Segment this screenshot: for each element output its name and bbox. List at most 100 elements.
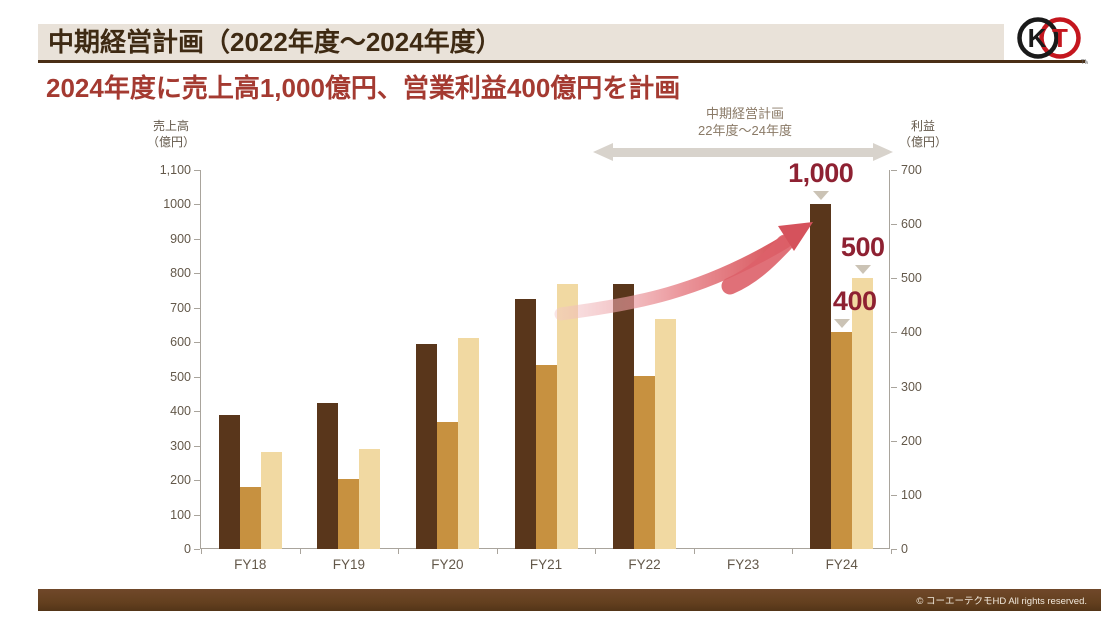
x-axis-tickmark [398, 549, 400, 554]
right-axis-tickmark [891, 278, 897, 280]
right-axis-tickmark [891, 386, 897, 388]
x-axis-label-fy19: FY19 [332, 557, 365, 572]
bar-ordinary-profit-fy22 [655, 318, 677, 549]
right-axis-tickmark [891, 549, 897, 550]
logo-letter-t: T [1052, 23, 1068, 53]
left-axis-tickmark [194, 307, 200, 309]
bar-ordinary-profit-fy18 [260, 451, 282, 549]
target-value-label: 400 [832, 286, 877, 317]
left-axis-tick-label: 500 [170, 369, 191, 384]
right-axis-tick-label: 300 [901, 379, 922, 394]
x-axis-label-fy23: FY23 [727, 557, 760, 572]
title-band: 中期経営計画（2022年度～2024年度） [38, 24, 1004, 60]
left-axis-tickmark [194, 342, 200, 344]
bar-net-sales-fy21 [514, 299, 536, 549]
bar-net-sales-fy20 [415, 343, 437, 549]
bar-operating-profit-fy22 [634, 375, 656, 549]
target-marker-triangle [854, 265, 871, 275]
bar-net-sales-fy22 [613, 283, 635, 549]
right-axis-title: 利益 （億円） [890, 118, 956, 150]
x-axis-label-fy20: FY20 [431, 557, 464, 572]
left-axis-tickmark [194, 204, 200, 206]
copyright-text: © コーエーテクモHD All rights reserved. [916, 596, 1087, 607]
left-axis-tick-label: 400 [170, 404, 191, 419]
bar-operating-profit-fy19 [338, 478, 360, 549]
bar-ordinary-profit-fy20 [457, 337, 479, 549]
target-marker-triangle [833, 319, 850, 329]
x-axis-tickmark [496, 549, 498, 554]
period-range-arrow-icon [593, 143, 893, 161]
right-axis-title-line2: （億円） [898, 135, 947, 149]
left-axis-tickmark [194, 549, 200, 550]
arrow-bar [613, 147, 873, 157]
logo-red-circle [1039, 17, 1081, 59]
left-axis-tick-label: 300 [170, 438, 191, 453]
right-axis-tick-label: 0 [901, 542, 908, 556]
x-axis-label-fy18: FY18 [234, 557, 267, 572]
left-axis-tickmark [194, 170, 200, 171]
right-axis-tick-label: 200 [901, 433, 922, 448]
bar-net-sales-fy18 [218, 414, 240, 549]
right-axis-tickmark [891, 224, 897, 226]
bar-ordinary-profit-fy19 [359, 448, 381, 549]
plot-area: 1,100 1000 900 800 700 600 500 400 300 200 100 0 700… [160, 158, 922, 572]
right-axis-tick-label: 500 [901, 271, 922, 286]
growth-arrow-icon [554, 222, 813, 321]
bar-operating-profit-fy24 [831, 332, 853, 549]
right-axis-title-line1: 利益 [910, 119, 935, 133]
footer-bar: © コーエーテクモHD All rights reserved. [38, 589, 1101, 611]
right-axis-tick-label: 100 [901, 487, 922, 502]
right-axis-tick-label: 700 [901, 163, 922, 177]
right-axis-tickmark [891, 170, 897, 171]
logo-trademark: TM [1081, 60, 1088, 66]
slide-subtitle: 2024年度に売上高1,000億円、営業利益400億円を計画 [46, 73, 681, 103]
period-annotation-line2: 22年度～24年度 [698, 123, 792, 138]
period-annotation-line1: 中期経営計画 [705, 106, 784, 121]
bar-ordinary-profit-fy21 [556, 283, 578, 549]
bar-ordinary-profit-fy24 [852, 278, 874, 549]
x-axis-tickmark [595, 549, 597, 554]
x-axis-tickmark [891, 549, 892, 554]
koei-tecmo-logo-icon: K T TM [1010, 12, 1090, 66]
left-axis-title: 売上高 （億円） [138, 118, 204, 150]
bar-operating-profit-fy21 [535, 364, 557, 549]
right-axis-tick-label: 400 [901, 325, 922, 340]
target-value-label: 1,000 [788, 158, 854, 189]
left-axis-tickmark [194, 376, 200, 378]
x-axis-tickmark [299, 549, 301, 554]
right-axis-tickmark [891, 332, 897, 334]
bar-operating-profit-fy20 [436, 421, 458, 549]
right-axis-tickmark [891, 494, 897, 496]
left-axis-tick-label: 900 [170, 231, 191, 246]
x-axis-tickmark [693, 549, 695, 554]
left-axis-tickmark [194, 238, 200, 240]
x-axis-label-fy24: FY24 [825, 557, 858, 572]
period-annotation: 中期経営計画 22年度～24年度 [645, 105, 845, 139]
target-value-label: 500 [840, 232, 885, 263]
x-axis-tickmark [201, 549, 202, 554]
left-axis-tick-label: 0 [184, 542, 191, 556]
left-axis-tick-label: 600 [170, 335, 191, 350]
bar-net-sales-fy19 [317, 402, 339, 549]
logo-letter-k: K [1028, 23, 1047, 53]
left-axis-tick-label: 200 [170, 473, 191, 488]
left-axis-tick-label: 800 [170, 266, 191, 281]
left-axis-tick-label: 1,100 [159, 163, 191, 177]
arrow-right-head [873, 143, 893, 161]
arrow-left-head [593, 143, 613, 161]
right-axis-tickmark [891, 440, 897, 442]
right-axis-tick-label: 600 [901, 217, 922, 232]
target-marker-triangle [812, 191, 829, 201]
left-axis-tickmark [194, 480, 200, 482]
left-axis-tick-label: 1000 [163, 197, 191, 212]
x-axis-label-fy21: FY21 [529, 557, 563, 572]
page-title: 中期経営計画（2022年度～2024年度） [48, 27, 502, 57]
bar-net-sales-fy24 [810, 204, 832, 549]
left-axis-title-line1: 売上高 [152, 119, 189, 133]
title-underline [38, 60, 1085, 63]
left-axis-tickmark [194, 445, 200, 447]
left-axis-title-line2: （億円） [146, 135, 195, 149]
x-axis-label-fy22: FY22 [628, 557, 661, 572]
left-axis-tick-label: 100 [170, 507, 191, 522]
